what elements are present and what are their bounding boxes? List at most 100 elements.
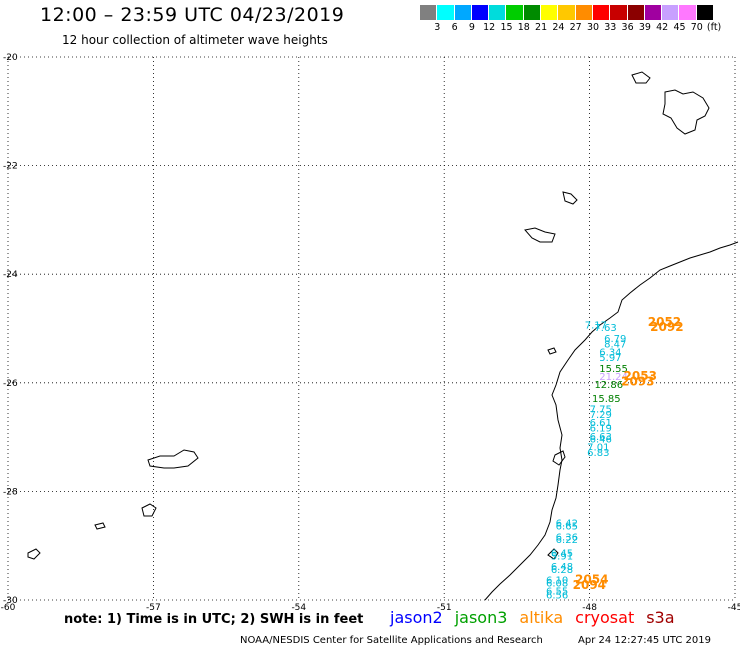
wave-height-label: 6.42 bbox=[556, 519, 578, 530]
wave-height-label: 5.91 bbox=[551, 551, 573, 562]
legend-swatch bbox=[592, 5, 611, 20]
color-scale-legend: 3 6 9 12 15 18 21 24 27 30 33 36 39 42 45 70 (ft) bbox=[420, 5, 721, 33]
legend-label: 24 bbox=[552, 22, 565, 33]
wave-height-label: 21.24 bbox=[599, 372, 628, 383]
legend-label: 30 bbox=[586, 22, 600, 33]
island-se-c bbox=[547, 347, 557, 355]
satellite-s3a: s3a bbox=[646, 608, 675, 627]
legend-label: 21 bbox=[535, 22, 548, 33]
longitude-tick-label: -60 bbox=[1, 603, 16, 613]
island-mid-a bbox=[562, 191, 578, 205]
satellite-jason2: jason2 bbox=[390, 608, 443, 627]
wave-height-label: 6.61 bbox=[590, 418, 612, 429]
legend-label: 33 bbox=[604, 22, 617, 33]
legend-swatch bbox=[679, 5, 697, 20]
island-west-b bbox=[141, 503, 157, 517]
longitude-tick-label: -54 bbox=[291, 603, 306, 613]
island-west-d bbox=[27, 548, 41, 560]
island-mid-b bbox=[524, 227, 556, 243]
latitude-tick-label: -20 bbox=[3, 53, 18, 63]
legend-label: 15 bbox=[500, 22, 513, 33]
wave-height-label: 6.48 bbox=[551, 562, 573, 573]
wave-height-label: 6.83 bbox=[587, 448, 609, 459]
latitude-tick-label: -24 bbox=[3, 270, 18, 280]
wave-height-label: 15.55 bbox=[599, 364, 628, 375]
wave-height-label: 2093 bbox=[621, 375, 654, 389]
wave-height-label: 7.01 bbox=[587, 443, 609, 454]
legend-label: 27 bbox=[569, 22, 582, 33]
wave-height-label: 6.36 bbox=[556, 532, 578, 543]
legend-swatch bbox=[662, 5, 680, 20]
footer-note: note: 1) Time is in UTC; 2) SWH is in fe… bbox=[64, 612, 364, 627]
legend-label: 42 bbox=[656, 22, 669, 33]
island-upper-a bbox=[662, 89, 710, 135]
legend-label: 39 bbox=[638, 22, 651, 33]
legend-swatch bbox=[558, 5, 576, 20]
longitude-tick-label: -48 bbox=[582, 603, 597, 613]
wave-height-label: 7.75 bbox=[590, 405, 612, 416]
legend-swatch bbox=[644, 5, 663, 20]
wave-height-label: 15.85 bbox=[592, 394, 621, 405]
wave-height-label: 6.08 bbox=[546, 578, 568, 589]
legend-swatch bbox=[437, 5, 455, 20]
legend-swatch bbox=[627, 5, 645, 20]
longitude-tick-label: -51 bbox=[437, 603, 452, 613]
legend-swatch bbox=[471, 5, 490, 20]
wave-height-label: 2052 bbox=[648, 315, 681, 329]
mainland-coastline bbox=[484, 241, 739, 601]
wave-height-label: 6.56 bbox=[546, 590, 568, 601]
coastline bbox=[27, 71, 739, 601]
legend-label: 6 bbox=[451, 22, 458, 33]
wave-height-label: 6.10 bbox=[546, 576, 568, 587]
latitude-tick-label: -28 bbox=[3, 487, 18, 497]
legend-swatch bbox=[420, 5, 438, 20]
legend-swatch bbox=[541, 5, 559, 20]
latitude-tick-label: -30 bbox=[3, 596, 18, 606]
wave-height-label: 7.17 bbox=[585, 321, 607, 332]
legend-swatch bbox=[610, 5, 628, 20]
wave-height-label: 8.47 bbox=[604, 340, 626, 351]
wave-height-label: 6.55 bbox=[546, 587, 568, 598]
footer-timestamp: Apr 24 12:27:45 UTC 2019 bbox=[578, 635, 711, 646]
graticule: -20 -22 -24 -26 -28 -30-60 -57 -54 -51 -48 -45 bbox=[1, 53, 740, 613]
wave-height-label: 2053 bbox=[624, 369, 657, 383]
wave-height-label: 2094 bbox=[573, 578, 606, 592]
wave-height-label: 7.63 bbox=[594, 323, 616, 334]
color-scale-swatches bbox=[420, 5, 715, 20]
map-title: 12:00 – 23:59 UTC 04/23/2019 bbox=[40, 4, 345, 26]
satellite-jason3: jason3 bbox=[454, 608, 508, 627]
legend-swatch bbox=[454, 5, 472, 20]
legend-label: 12 bbox=[483, 22, 496, 33]
satellite-cryosat: cryosat bbox=[575, 608, 635, 627]
longitude-tick-label: -57 bbox=[146, 603, 161, 613]
satellite-altika: altika bbox=[519, 608, 564, 627]
legend-swatch bbox=[696, 5, 715, 20]
island-upper-b bbox=[631, 71, 651, 84]
legend-label: 45 bbox=[673, 22, 686, 33]
legend-swatch bbox=[523, 5, 542, 20]
legend-label: 3 bbox=[434, 22, 441, 33]
satellite-legend: jason2 jason3 altika cryosat s3a bbox=[390, 608, 675, 627]
legend-swatch bbox=[489, 5, 507, 20]
wave-height-label: 6.28 bbox=[551, 565, 573, 576]
wave-height-label: 6.46 bbox=[590, 435, 612, 446]
map-subtitle: 12 hour collection of altimeter wave hei… bbox=[62, 33, 328, 47]
legend-label: 9 bbox=[468, 22, 475, 33]
wave-height-label: 7.29 bbox=[590, 410, 612, 421]
wave-height-label: 6.65 bbox=[556, 521, 578, 532]
wave-height-label: 5.97 bbox=[599, 353, 621, 364]
wave-height-label: 6.34 bbox=[599, 348, 621, 359]
island-west-c bbox=[94, 522, 106, 530]
legend-label: (ft) bbox=[706, 22, 722, 33]
longitude-tick-label: -45 bbox=[728, 603, 740, 613]
legend-swatch bbox=[506, 5, 524, 20]
latitude-tick-label: -26 bbox=[3, 379, 18, 389]
legend-label: 18 bbox=[517, 22, 530, 33]
wave-height-label: 6.19 bbox=[590, 424, 612, 435]
legend-label: 36 bbox=[621, 22, 634, 33]
wave-height-label: 6.63 bbox=[590, 432, 612, 443]
wave-height-label: 6.79 bbox=[604, 334, 626, 345]
wave-height-label: 2054 bbox=[575, 573, 608, 587]
island-se-a bbox=[547, 548, 559, 560]
wave-height-label: 6.22 bbox=[556, 535, 578, 546]
